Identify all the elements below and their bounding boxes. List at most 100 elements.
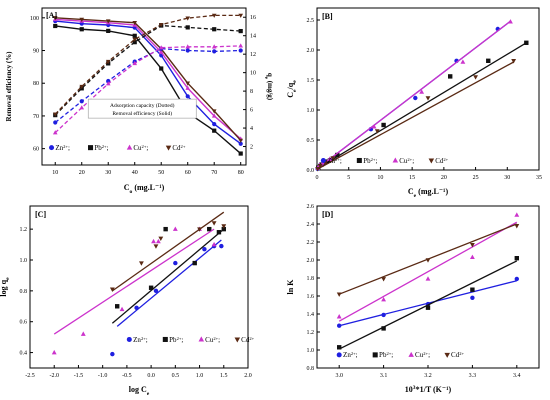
chart-a-ylabel: Removal efficiency (%): [5, 51, 13, 122]
chart-d-ytick-label: 1.4: [307, 312, 315, 318]
legend-marker-cu: [392, 157, 399, 163]
data-point-pb: [337, 345, 342, 350]
chart-c-frame: [29, 205, 249, 369]
efficiency-line-zn: [55, 20, 242, 145]
legend-marker-pb: [88, 145, 94, 151]
legend-marker-pb: [356, 157, 362, 164]
data-point-cu: [80, 331, 86, 336]
chart-c-xtick-label: -1.0: [98, 373, 108, 379]
chart-a-xtick-label: 60: [185, 170, 191, 176]
data-point-cd: [109, 287, 115, 292]
chart-a-ytick-label: 90: [33, 49, 39, 55]
chart-a-ytick-label: 80: [33, 81, 39, 87]
chart-c-ytick-label: 1.0: [20, 258, 28, 264]
legend-label-pb: Pb2+;: [363, 156, 377, 165]
fit-line-zn: [116, 239, 222, 327]
efficiency-point-pb: [159, 66, 164, 71]
capacity-point-zn: [79, 99, 84, 104]
chart-a-xlabel: Co (mg.L⁻¹): [124, 183, 165, 195]
data-point-zn: [413, 95, 418, 101]
data-point-zn: [173, 260, 178, 266]
data-point-zn: [202, 247, 207, 252]
chart-c-legend: Zn2+; Pb2+; Cu2+; Cd2+: [126, 335, 255, 344]
chart-panel-d: 3.0 3.1 3.2 3.3 3.4 0.8 1.0 1.2 1.4 1.6 1.8 2.0 2.2 2…: [275, 200, 550, 400]
data-point-cu: [460, 59, 466, 64]
efficiency-point-pb: [106, 28, 111, 33]
legend-marker-cd: [165, 145, 172, 151]
chart-a-annotation-box: [87, 98, 197, 119]
efficiency-point-zn: [238, 141, 243, 146]
data-point-pb: [221, 226, 226, 232]
data-point-pb: [335, 152, 340, 158]
efficiency-line-pb: [55, 25, 242, 155]
efficiency-point-cu: [158, 49, 164, 54]
data-point-cd: [317, 164, 323, 169]
data-point-cu: [381, 296, 387, 302]
chart-c-ytick-label: 1.2: [20, 227, 28, 233]
data-point-cd: [153, 244, 159, 249]
chart-c-xtick-label: 1.5: [220, 373, 228, 379]
data-point-cd: [158, 236, 164, 242]
chart-c-panel-label: [C]: [35, 210, 46, 219]
chart-d-ytick-label: 2.0: [307, 258, 315, 264]
chart-b-ytick-label: 0.5: [307, 138, 315, 144]
fit-line-cu: [338, 221, 518, 322]
data-point-pb: [192, 260, 197, 266]
chart-d-ytick-label: 1.8: [307, 276, 315, 282]
chart-b-frame: [316, 7, 540, 171]
efficiency-point-zn: [185, 94, 190, 99]
data-point-pb: [448, 74, 453, 79]
data-point-cd: [469, 242, 475, 248]
legend-marker-cu: [198, 336, 205, 342]
chart-c-xtick-label: -0.5: [122, 373, 132, 379]
efficiency-point-pb: [79, 27, 84, 32]
chart-a-y2tick-label: 10: [250, 71, 256, 77]
data-point-pb: [524, 40, 529, 45]
chart-c-ytick-label: 0.4: [20, 351, 28, 357]
data-point-pb: [486, 58, 491, 63]
legend-marker-zn: [336, 352, 342, 358]
data-point-cd: [381, 277, 387, 282]
chart-a-ytick-label: 100: [30, 16, 39, 22]
data-point-cu: [327, 156, 333, 161]
capacity-line-zn: [54, 47, 241, 124]
data-point-pb: [381, 122, 386, 128]
chart-c-xlabel: log Ce: [129, 385, 150, 397]
capacity-point-cu: [132, 60, 138, 66]
data-point-cu: [469, 254, 475, 260]
chart-b-legend: Zn2+; Pb2+; Cu2+; Cd2+: [320, 156, 449, 165]
chart-a-xtick-label: 50: [158, 170, 164, 176]
chart-b-panel-label: [B]: [322, 12, 333, 21]
capacity-point-cu: [185, 44, 191, 49]
data-point-cd: [374, 129, 380, 134]
efficiency-point-pb: [212, 128, 217, 133]
chart-b-xtick-label: 35: [536, 175, 542, 181]
chart-d-panel-label: [D]: [322, 210, 333, 219]
efficiency-point-cd: [52, 16, 58, 21]
legend-marker-cu: [126, 144, 133, 150]
capacity-point-pb: [132, 40, 137, 45]
efficiency-line-cd: [55, 17, 242, 141]
capacity-point-cu: [79, 105, 85, 110]
chart-d-ylabel: ln K: [286, 279, 295, 295]
capacity-point-cd: [132, 37, 138, 42]
chart-b-xtick-label: 5: [347, 175, 350, 181]
legend-label-pb: Pb2+;: [169, 335, 183, 344]
chart-a-y2tick-label: 12: [250, 52, 256, 58]
legend-marker-pb: [372, 352, 378, 358]
legend-label-zn: Zn2+;: [133, 335, 148, 344]
capacity-point-cu: [52, 130, 58, 135]
chart-c-xtick-label: -1.5: [74, 373, 84, 379]
data-point-cu: [371, 124, 377, 129]
efficiency-point-zn: [212, 122, 217, 127]
chart-a-xtick-label: 40: [132, 170, 138, 176]
chart-b-xtick-label: 0: [316, 175, 319, 181]
capacity-line-cu: [54, 45, 241, 134]
chart-a-xtick-label: 80: [238, 170, 244, 176]
legend-marker-zn: [49, 145, 55, 151]
capacity-point-pb: [212, 27, 217, 32]
fit-line-pb: [316, 42, 527, 170]
data-point-zn: [470, 295, 475, 300]
chart-d-ytick-label: 2.2: [307, 240, 315, 246]
chart-a-xtick-label: 20: [79, 170, 85, 176]
